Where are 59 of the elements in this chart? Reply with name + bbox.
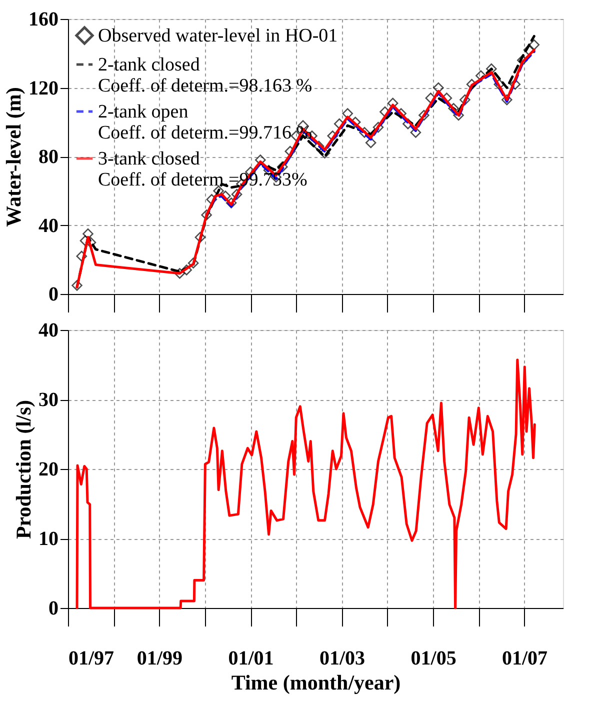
point	[181, 264, 192, 276]
point	[277, 161, 288, 172]
x-tick-label: 01/07	[502, 648, 548, 670]
point	[453, 110, 464, 121]
point	[76, 250, 88, 262]
point	[188, 258, 199, 268]
y-tick-label: 160	[28, 8, 58, 30]
point	[174, 268, 186, 279]
point	[313, 140, 324, 152]
point	[410, 127, 422, 138]
y-tick-label: 30	[38, 389, 58, 411]
point	[460, 94, 470, 106]
y-tick-label: 20	[38, 458, 58, 480]
point	[402, 118, 414, 130]
legend-label: Observed water-level in HO-01	[98, 26, 338, 46]
point	[82, 228, 94, 240]
point	[231, 188, 242, 200]
x-tick-label: 01/99	[136, 648, 182, 670]
point	[255, 154, 266, 166]
point	[226, 198, 237, 208]
y-tick-label: 0	[48, 284, 58, 306]
x-tick-label: 01/01	[228, 648, 274, 670]
point	[327, 130, 338, 142]
point	[387, 98, 398, 109]
y-axis-title: Water-level (m)	[2, 87, 26, 227]
point	[365, 137, 376, 148]
y-tick-label: 120	[28, 77, 58, 100]
legend-label: 2-tank open Coeff. of determ.=99.716 %	[98, 102, 312, 144]
point	[486, 63, 497, 74]
point	[372, 122, 384, 133]
line-series	[76, 358, 536, 610]
y-tick-label: 80	[38, 146, 58, 168]
point	[466, 78, 478, 90]
point	[494, 78, 505, 90]
point	[448, 102, 459, 114]
x-tick-label: 01/05	[410, 648, 456, 670]
y-tick-label: 40	[38, 320, 58, 342]
x-axis-title: Time (month/year)	[231, 670, 401, 694]
point	[502, 94, 512, 106]
point	[359, 127, 370, 138]
point	[72, 280, 82, 291]
point	[201, 210, 212, 220]
point	[319, 148, 330, 158]
point	[284, 146, 296, 157]
point	[433, 82, 444, 94]
point	[528, 39, 540, 50]
point	[194, 232, 206, 243]
y-tick-label: 10	[38, 528, 58, 550]
point	[517, 54, 528, 66]
y-tick-label: 0	[48, 598, 58, 620]
point	[206, 194, 218, 205]
point	[418, 110, 430, 121]
x-tick-label: 01/03	[319, 648, 366, 670]
y-axis-title: Production (l/s)	[12, 400, 36, 540]
point	[342, 108, 353, 119]
legend-label: 2-tank closed Coeff. of determ.=98.163 %	[98, 54, 312, 96]
x-tick-label: 01/97	[68, 648, 114, 670]
y-tick-label: 40	[38, 214, 58, 237]
point	[510, 78, 521, 90]
